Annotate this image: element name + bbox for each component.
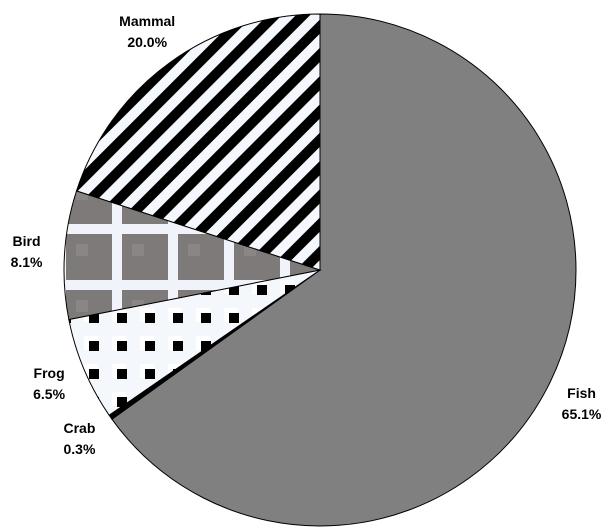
slice-label: Mammal [119,13,175,29]
slice-value-label: 65.1% [562,406,602,422]
pie-slice [75,13,321,271]
pie-slice [63,190,322,321]
slice-value-label: 0.3% [64,441,96,457]
pie-slice [111,13,577,527]
slice-value-label: 6.5% [33,386,65,402]
slice-label: Bird [13,233,41,249]
slice-value-label: 8.1% [11,254,43,270]
slice-label: Crab [64,420,96,436]
slice-value-label: 20.0% [127,34,167,50]
slice-label: Frog [34,365,65,381]
slice-label: Fish [567,385,596,401]
